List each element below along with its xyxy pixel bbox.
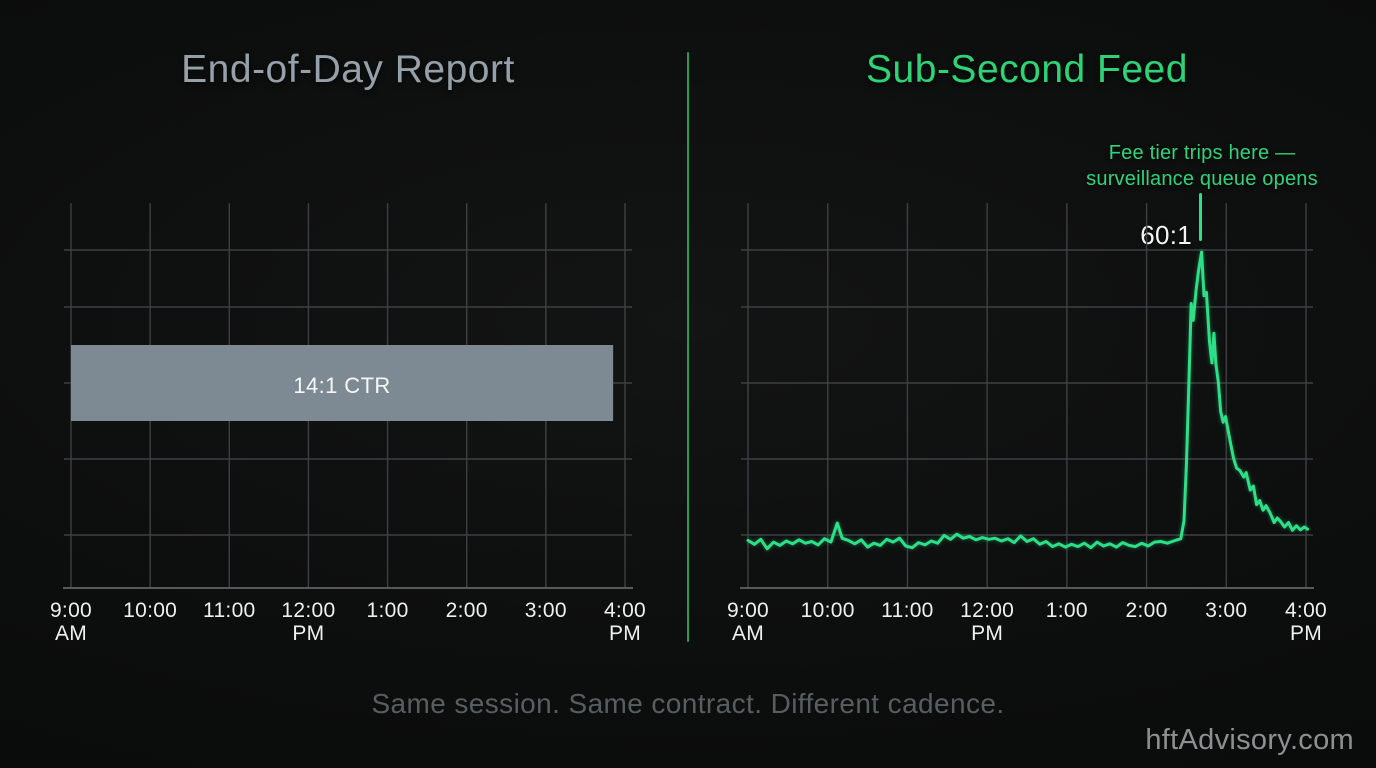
x-tick-hour: 10:00 [123,599,178,622]
x-tick-hour: 3:00 [524,599,567,622]
x-tick-label: 11:00 [862,599,952,622]
fee-tier-annotation: Fee tier trips here — surveillance queue… [1040,140,1364,192]
x-tick-hour: 4:00 [603,599,647,622]
x-tick-label: 12:00 PM [263,599,353,645]
feed-ctr-line [746,250,1310,551]
x-tick-hour: 4:00 [1284,599,1328,622]
x-tick-label: 1:00 [1022,599,1112,622]
x-tick-label: 10:00 [783,599,873,622]
left-panel-title: End-of-Day Report [181,48,515,91]
x-tick-label: 4:00 PM [1261,599,1351,645]
x-tick-label: 12:00 PM [942,599,1032,645]
left-chart-x-axis: 9:00 AM 10:00 11:00 12:00 PM 1:00 2:00 3:00 4:00 P… [50,599,646,651]
panel-divider-line [687,52,689,642]
x-tick-hour: 1:00 [1045,599,1088,622]
peak-value-label: 60:1 [1140,220,1192,250]
right-chart-x-axis: 9:00 AM 10:00 11:00 12:00 PM 1:00 2:00 3:00 4:00 P… [727,599,1327,651]
x-tick-label: 4:00 PM [580,599,670,645]
footer-caption: Same session. Same contract. Different c… [371,688,1005,719]
x-tick-hour: 11:00 [203,599,256,622]
sub-second-feed-chart [740,203,1314,589]
x-tick-label: 3:00 [1181,599,1271,622]
x-tick-meridiem: PM [608,622,642,645]
x-tick-label: 9:00 AM [703,599,793,645]
x-tick-meridiem: AM [731,622,765,645]
x-tick-label: 11:00 [184,599,274,622]
annotation-line-1: Fee tier trips here — [1108,142,1296,164]
end-of-day-chart: 14:1 CTR [63,203,633,589]
x-tick-label: 2:00 [1102,599,1192,622]
x-tick-label: 10:00 [105,599,195,622]
x-tick-hour: 12:00 [960,599,1015,622]
x-tick-hour: 2:00 [1125,599,1168,622]
ctr-bar-label: 14:1 CTR [293,373,390,398]
x-tick-hour: 12:00 [281,599,336,622]
x-tick-label: 1:00 [343,599,433,622]
x-tick-hour: 10:00 [800,599,855,622]
x-tick-label: 2:00 [422,599,512,622]
x-tick-meridiem: PM [292,622,325,645]
x-tick-hour: 9:00 [49,599,93,622]
x-tick-hour: 2:00 [445,599,488,622]
x-tick-meridiem: PM [1289,622,1323,645]
annotation-line-2: surveillance queue opens [1086,168,1318,190]
ctr-aggregate-bar [71,345,614,421]
watermark: hftAdvisory.com [1145,724,1354,756]
x-tick-hour: 11:00 [881,599,934,622]
peak-pointer-line [1199,193,1202,241]
x-tick-label: 9:00 AM [26,599,116,645]
x-tick-label: 3:00 [501,599,591,622]
x-tick-hour: 1:00 [366,599,409,622]
x-tick-hour: 3:00 [1205,599,1248,622]
right-panel-title: Sub-Second Feed [866,48,1188,91]
x-tick-meridiem: AM [54,622,88,645]
x-tick-hour: 9:00 [726,599,770,622]
x-tick-meridiem: PM [971,622,1004,645]
